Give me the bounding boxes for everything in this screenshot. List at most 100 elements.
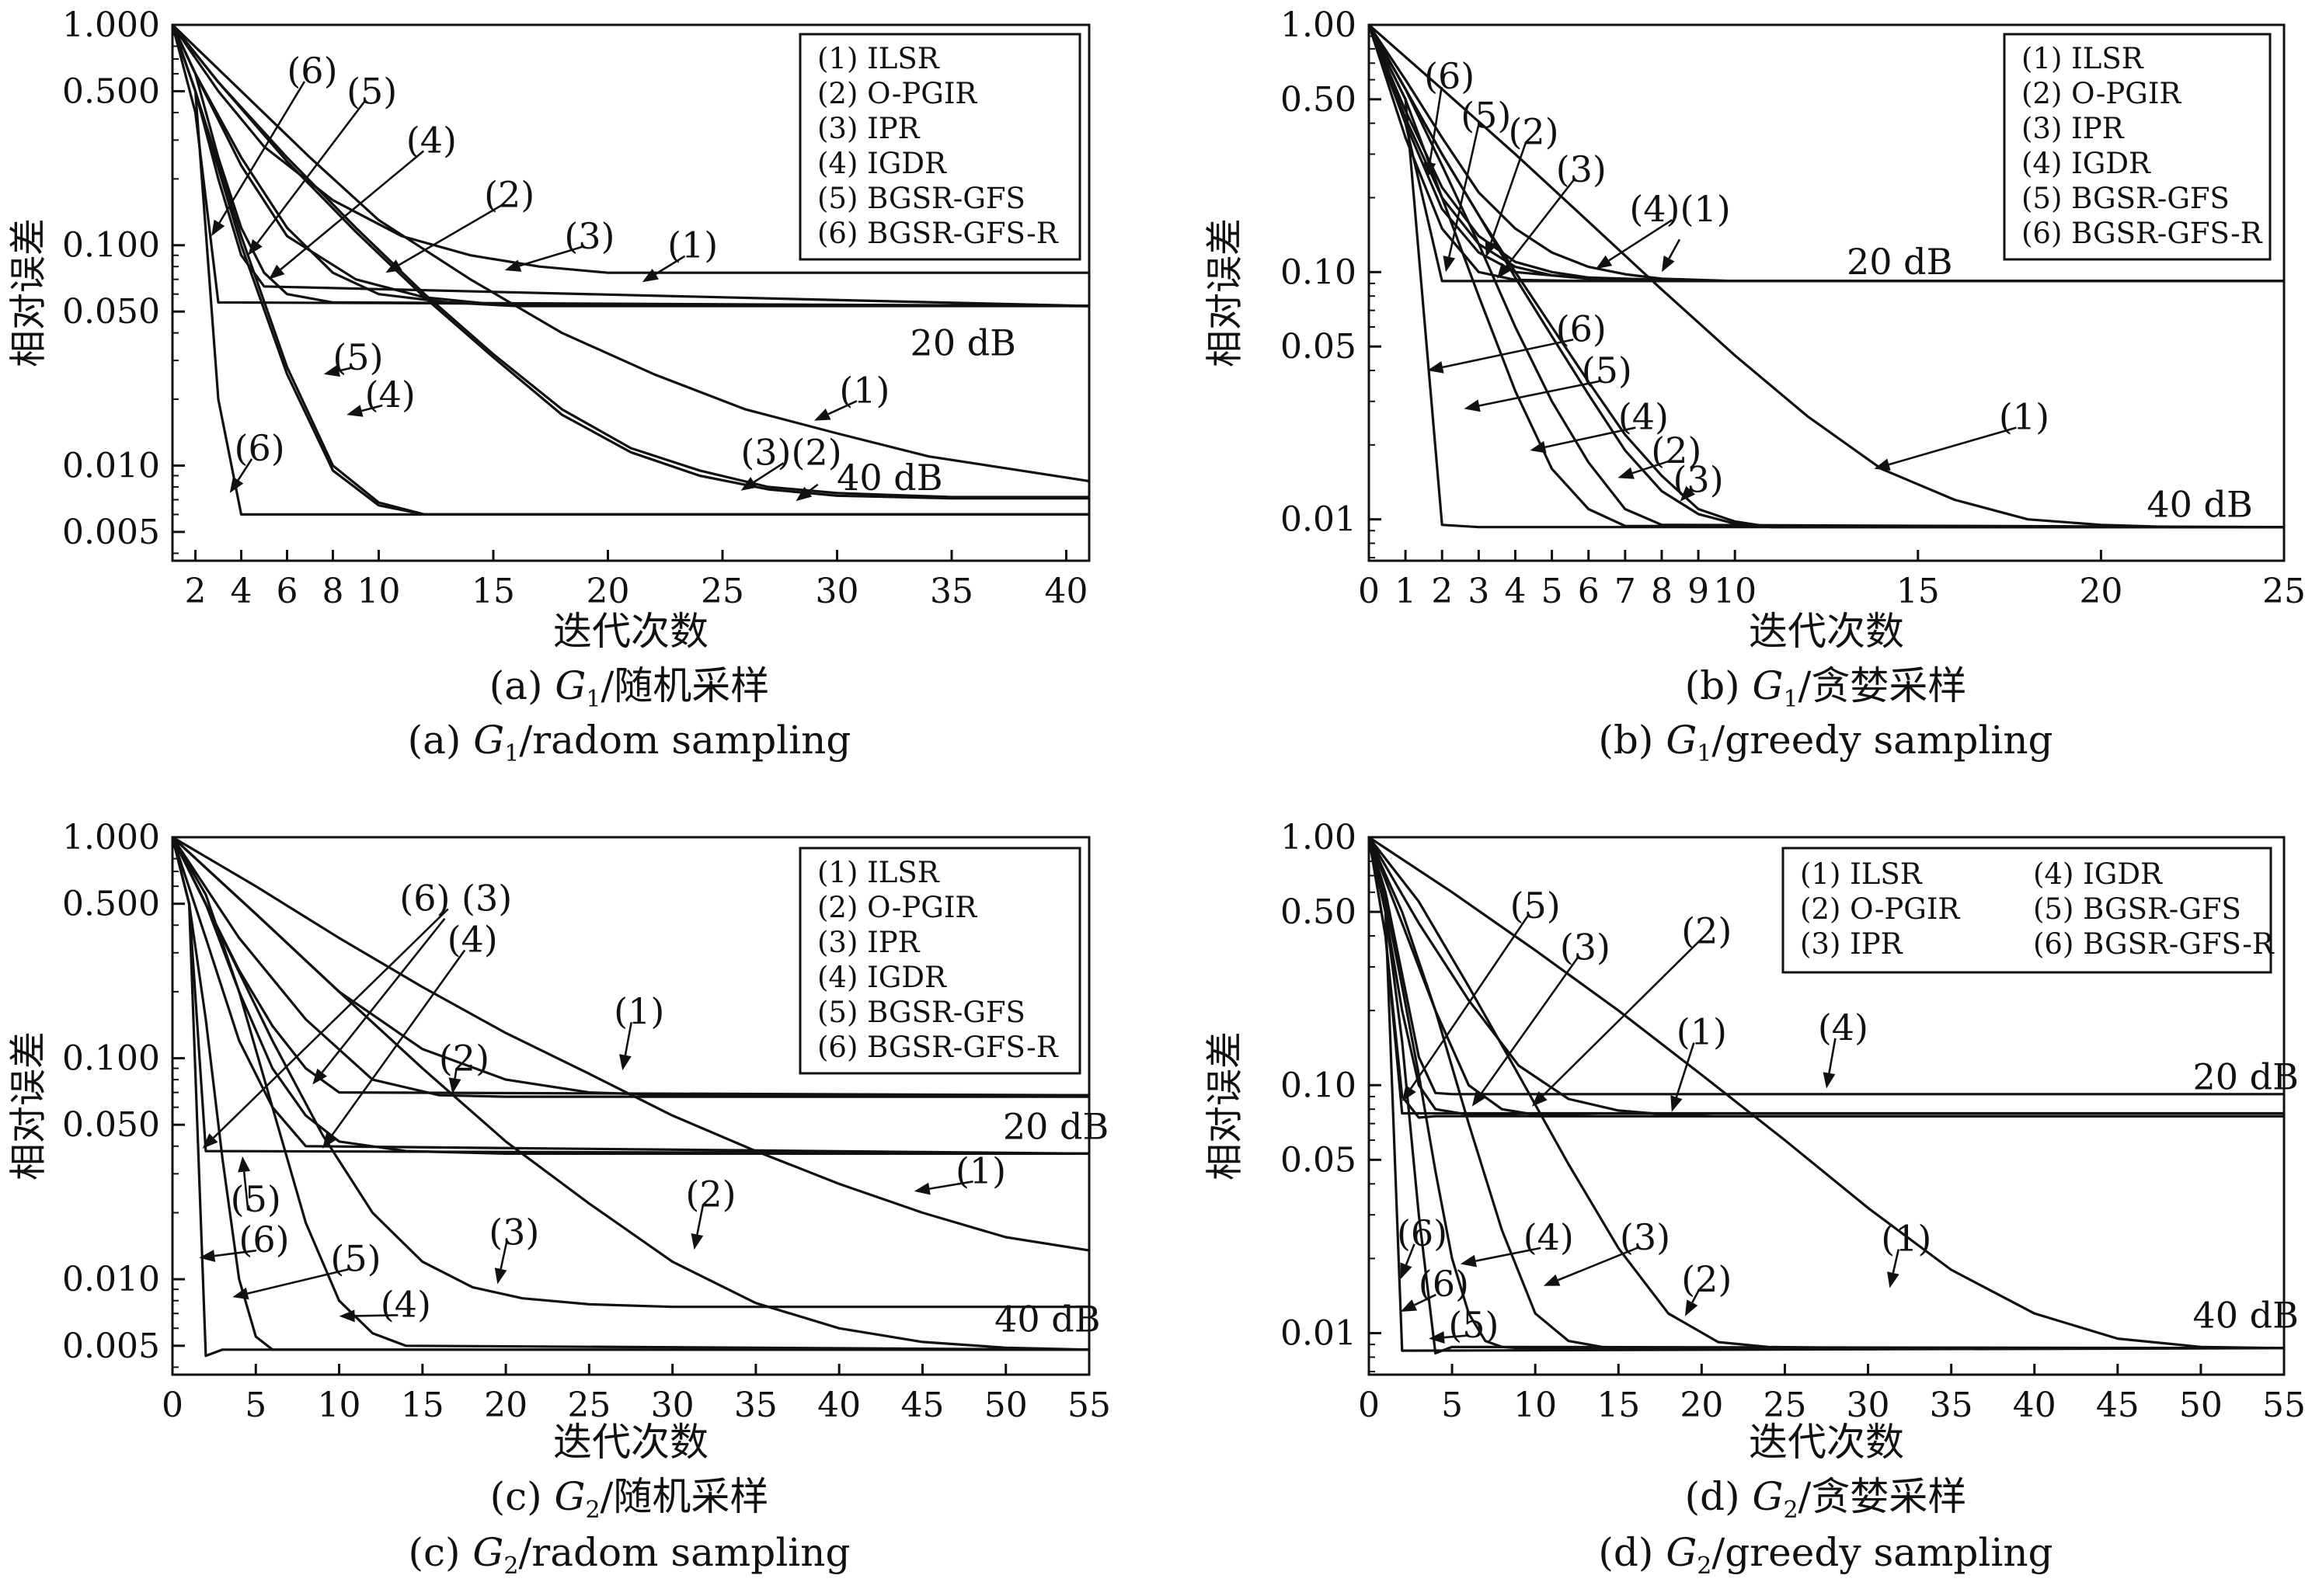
arrow-head: [1496, 263, 1512, 279]
arrow-head: [312, 1068, 327, 1085]
arrow-head: [1427, 361, 1444, 374]
legend-entry: (5) BGSR-GFS: [817, 996, 1025, 1029]
caption-cn: (a) G1/随机采样: [489, 663, 770, 713]
annotation-label: (5): [330, 1238, 381, 1280]
annotation-label: (2): [685, 1173, 736, 1215]
series-line: [172, 837, 1089, 1351]
y-tick-label: 1.000: [62, 5, 160, 45]
annotation-arrow: [1478, 380, 1600, 407]
annotation-label: 20 dB: [1847, 241, 1952, 283]
series-line: [172, 837, 1089, 1351]
annotation-arrow: [624, 1021, 633, 1055]
legend-entry: (1) ILSR: [1800, 857, 1923, 891]
plot-frame: [171, 23, 1091, 562]
annotation-arrow: [1668, 238, 1681, 259]
y-axis-label: 相对误差: [7, 1031, 50, 1180]
caption-en: (b) G1/greedy sampling: [1598, 718, 2053, 767]
x-axis-label: 迭代次数: [1749, 1420, 1904, 1465]
x-tick-label: 4: [231, 572, 252, 611]
annotation-arrow: [1889, 426, 2017, 466]
annotation-label: (6): [1424, 55, 1475, 97]
x-tick-label: 30: [651, 1386, 695, 1425]
series-line: [1369, 25, 2284, 529]
y-tick-label: 0.05: [1280, 1140, 1356, 1180]
x-tick-label: 3: [1468, 572, 1489, 611]
series-line: [1369, 25, 2284, 283]
x-tick-label: 30: [1847, 1386, 1890, 1425]
annotation-arrow: [1429, 86, 1443, 163]
y-tick-label: 0.005: [62, 513, 160, 552]
annotation-arrow: [1691, 1289, 1700, 1303]
x-tick-label: 45: [900, 1386, 944, 1425]
panel-a: 2 4 6 8 10 15 20 25 30 35 40 1.000 0.500 0.100 0.050 0.…: [7, 5, 1091, 767]
annotation-arrow: [1409, 916, 1529, 1090]
x-tick-label: 50: [984, 1386, 1028, 1425]
x-tick-label: 10: [1513, 1386, 1557, 1425]
x-tick-label: 25: [1763, 1386, 1806, 1425]
annotation-arrow: [1475, 1247, 1541, 1262]
x-axis-label: 迭代次数: [553, 609, 709, 654]
annotation-arrow: [1443, 1334, 1467, 1339]
x-tick-label: 4: [1504, 572, 1526, 611]
legend: (1) ILSR(2) O-PGIR(3) IPR(4) IGDR(5) BGS…: [799, 33, 1081, 261]
series-line: [1369, 25, 2284, 529]
series-line: [172, 837, 1089, 1358]
annotation-label: (5): [1461, 95, 1511, 137]
legend-entry: (4) IGDR: [817, 961, 947, 994]
annotation-arrow: [321, 917, 446, 1073]
arrow-head: [1823, 1072, 1836, 1089]
annotation-label: 20 dB: [911, 322, 1016, 364]
annotation-label: (6): [235, 427, 285, 469]
annotations: (5)(3) (2)(1) (4)20 dB(6) (4) (3)(6)(5)(2)(1…: [1397, 885, 2299, 1346]
annotation-label: (5): [1448, 1304, 1499, 1346]
x-tick-label: 0: [1358, 572, 1380, 611]
annotation-label: (2): [1651, 429, 1701, 471]
x-tick-label: 7: [1614, 572, 1636, 611]
panel-b: 0 1 2 3 4 5 6 7 8 9 10 15 20 25 1.00 0.50 0.10 0.05 0.01 迭代…: [1203, 5, 2305, 767]
x-tick-label: 6: [1578, 572, 1600, 611]
arrow-head: [1684, 1299, 1698, 1316]
annotation-arrow: [454, 1069, 458, 1079]
annotation-arrow: [753, 462, 785, 483]
x-axis-label: 迭代次数: [1749, 609, 1904, 654]
x-tick-label: 5: [1441, 1386, 1463, 1425]
y-tick-label: 0.050: [62, 1105, 160, 1145]
plot-frame: [1367, 23, 2286, 562]
arrow-head: [1460, 1254, 1477, 1267]
arrow-head: [691, 1233, 704, 1250]
y-tick-label: 0.01: [1280, 1314, 1356, 1354]
annotation-label: (5): [1582, 349, 1632, 391]
annotation-arrow: [218, 81, 306, 224]
x-tick-label: 0: [1358, 1386, 1380, 1425]
series-line: [1369, 837, 2284, 1096]
arrow-head: [229, 476, 244, 493]
legend-entry: (2) O-PGIR: [1800, 892, 1960, 926]
legend-entry: (1) ILSR: [817, 856, 940, 889]
legend-entry: (4) IGDR: [817, 147, 947, 180]
x-tick-label: 20: [2079, 572, 2122, 611]
arrow-head: [494, 1267, 507, 1285]
annotation-arrow: [807, 483, 819, 493]
arrow-head: [1423, 162, 1436, 179]
y-tick-label: 1.00: [1280, 5, 1356, 45]
annotation-arrow: [655, 255, 686, 275]
series-line: [172, 25, 1089, 500]
y-tick-label: 0.10: [1280, 1066, 1356, 1105]
annotation-label: 40 dB: [2193, 1295, 2299, 1337]
arrow-head: [322, 1132, 337, 1149]
arrow-head: [1400, 1262, 1412, 1280]
annotation-arrow: [1480, 957, 1579, 1095]
legend: (1) ILSR(2) O-PGIR(3) IPR(4) IGDR(5) BGS…: [799, 847, 1081, 1075]
plot-frame: [1367, 836, 2286, 1376]
annotation-label: (2): [1508, 110, 1558, 152]
legend-entry: (6) BGSR-GFS-R: [817, 217, 1059, 250]
x-tick-label: 9: [1687, 572, 1709, 611]
caption-cn: (d) G2/贪婪采样: [1685, 1474, 1967, 1524]
annotation-arrow: [256, 101, 365, 244]
annotation-arrow: [354, 1314, 399, 1317]
arrow-head: [1485, 240, 1497, 258]
legend-entry: (3) IPR: [817, 926, 921, 959]
arrow-head: [1680, 485, 1696, 502]
series-line: [172, 25, 1089, 483]
arrow-head: [796, 486, 813, 502]
